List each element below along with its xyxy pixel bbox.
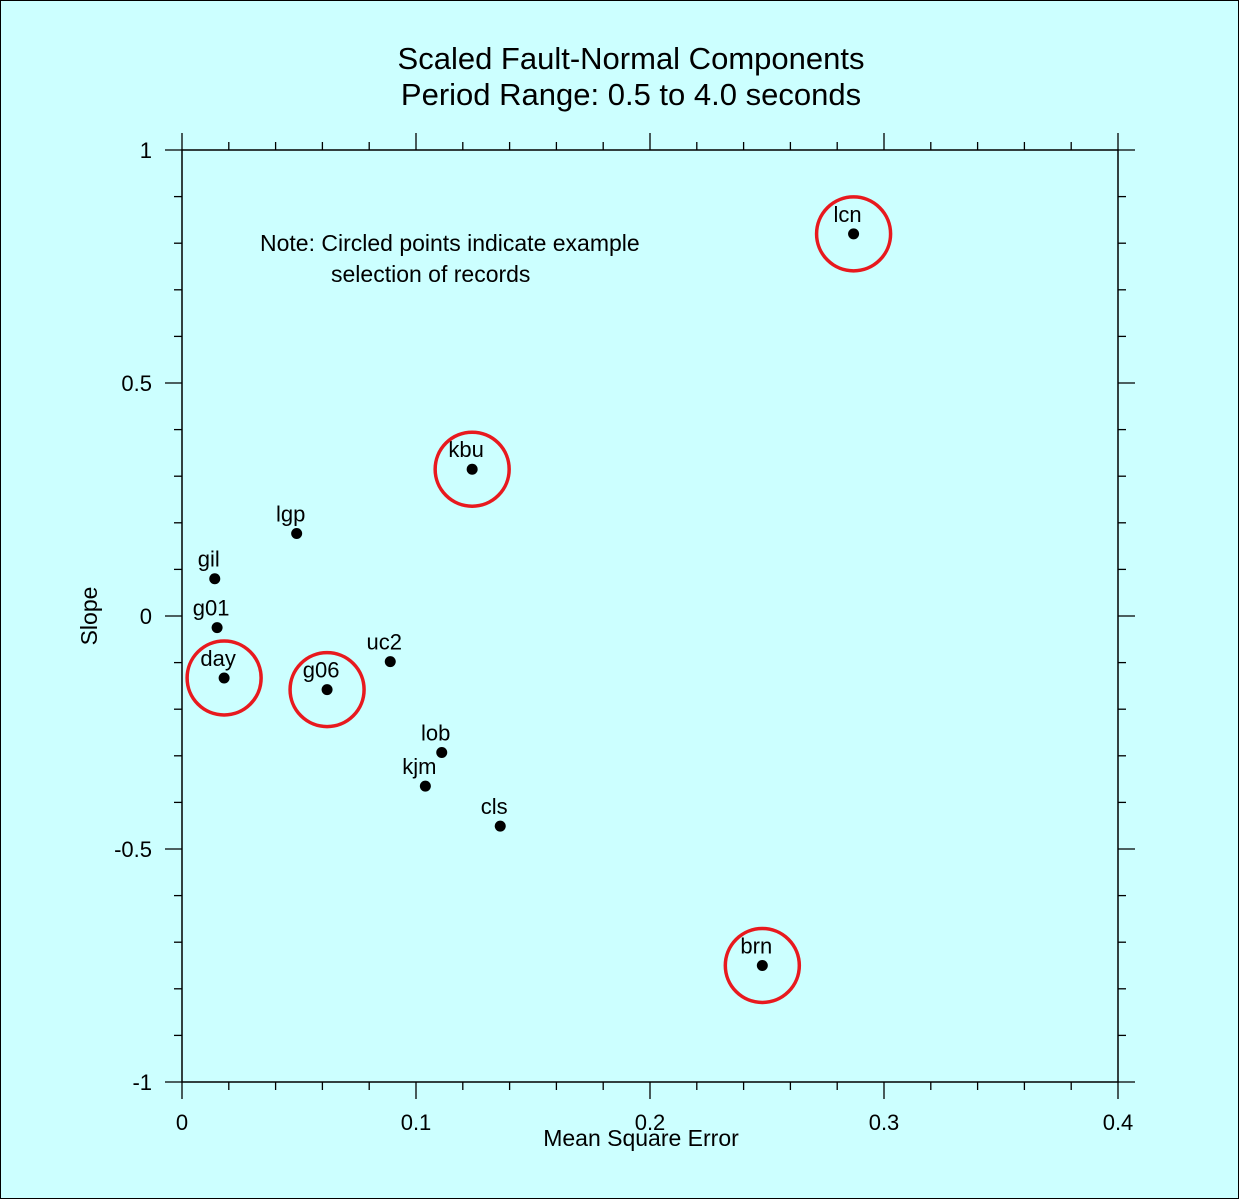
y-tick-labels: 1 0.5 0 -0.5 -1 [114, 138, 152, 1095]
chart-subtitle: Period Range: 0.5 to 4.0 seconds [401, 77, 861, 112]
point-label: g06 [303, 658, 340, 683]
point-label: day [200, 646, 235, 671]
data-point [291, 528, 303, 540]
x-tick-label: 0.3 [869, 1110, 900, 1135]
point-label: brn [740, 934, 772, 959]
point-label: gil [198, 547, 220, 572]
y-tick-label: 0.5 [121, 371, 152, 396]
point-label: kbu [448, 437, 483, 462]
x-tick-label: 0.1 [401, 1110, 432, 1135]
x-tick-label: 0 [176, 1110, 188, 1135]
y-tick-label: 0 [140, 604, 152, 629]
data-point [209, 573, 221, 585]
data-point [419, 780, 431, 792]
point-label: cls [481, 794, 508, 819]
data-point [494, 820, 506, 832]
data-point [756, 960, 768, 971]
highlight-circle [288, 650, 366, 729]
x-tick-label: 0.4 [1103, 1110, 1134, 1135]
note-line-1: Note: Circled points indicate example [260, 230, 640, 256]
data-point [218, 672, 230, 684]
axis-ticks [165, 133, 1135, 1099]
highlight-circle [185, 639, 263, 717]
y-axis-label: Slope [76, 587, 102, 646]
note-line-2: selection of records [331, 261, 530, 287]
highlight-circle [723, 926, 802, 1005]
point-label: lob [421, 721, 450, 746]
chart-title: Scaled Fault-Normal Components [398, 41, 865, 76]
x-axis-label: Mean Square Error [543, 1125, 739, 1151]
highlight-circle [814, 195, 893, 273]
data-point [321, 684, 333, 696]
plot-area [181, 149, 1119, 1083]
point-label: kjm [402, 754, 436, 779]
y-tick-label: -0.5 [114, 837, 152, 862]
x-tick-label: 0.2 [635, 1110, 666, 1135]
data-point [848, 228, 860, 240]
data-point [466, 463, 478, 475]
point-label: uc2 [367, 630, 402, 655]
point-label: lgp [276, 502, 305, 527]
data-point [436, 747, 448, 759]
y-tick-label: 1 [140, 138, 152, 163]
point-label: g01 [193, 596, 230, 621]
data-points: lcn kbu lgp gil g01 uc2 day g06 lob kjm cls brn [185, 195, 893, 1005]
point-label: lcn [834, 202, 862, 227]
data-point [384, 656, 396, 668]
data-point [211, 622, 223, 634]
highlight-circle [433, 430, 511, 508]
y-tick-label: -1 [132, 1070, 152, 1095]
x-tick-labels: 0 0.1 0.2 0.3 0.4 [176, 1110, 1133, 1135]
